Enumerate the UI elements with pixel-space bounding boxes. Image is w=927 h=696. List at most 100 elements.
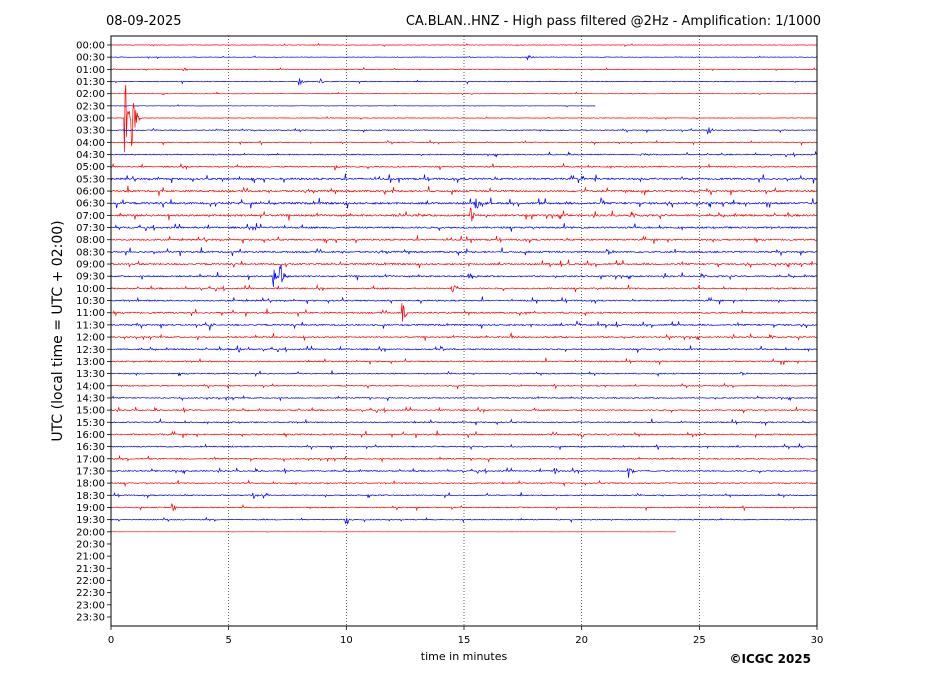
trace-0830 — [110, 247, 818, 257]
y-tick-label: 02:30 — [76, 101, 105, 112]
y-tick-label: 10:30 — [76, 296, 105, 307]
y-tick-label: 15:00 — [76, 406, 105, 417]
trace-1900 — [110, 503, 818, 512]
y-tick-label: 23:30 — [76, 612, 105, 623]
y-tick-label: 05:00 — [76, 162, 105, 173]
trace-0900 — [110, 259, 818, 269]
y-tick-label: 07:00 — [76, 211, 105, 222]
trace-1000 — [110, 284, 818, 293]
y-tick-label: 01:00 — [76, 65, 105, 76]
seismic-traces — [110, 42, 818, 533]
trace-0400 — [110, 139, 818, 146]
y-tick-label: 11:30 — [76, 320, 105, 331]
y-tick-label: 12:00 — [76, 333, 105, 344]
x-tick-label: 0 — [108, 635, 114, 646]
y-tick-label: 14:00 — [76, 381, 105, 392]
y-tick-label: 16:00 — [76, 430, 105, 441]
y-tick-label: 02:00 — [76, 89, 105, 100]
trace-0300 — [110, 84, 818, 153]
y-tick-label: 04:00 — [76, 138, 105, 149]
trace-1200 — [110, 332, 818, 341]
trace-1930 — [110, 516, 817, 525]
trace-0530 — [110, 173, 818, 184]
y-tick-label: 10:00 — [76, 284, 105, 295]
trace-1830 — [110, 492, 817, 499]
trace-0230 — [110, 104, 596, 108]
trace-0500 — [110, 162, 818, 171]
y-tick-label: 12:30 — [76, 345, 105, 356]
y-axis-label: UTC (local time = UTC + 02:00) — [50, 220, 66, 441]
trace-2000 — [111, 531, 676, 533]
trace-1530 — [110, 417, 818, 427]
plot-frame — [110, 35, 818, 627]
x-tick-label: 25 — [693, 635, 706, 646]
trace-1400 — [110, 382, 817, 390]
trace-1800 — [110, 479, 818, 488]
trace-1630 — [110, 442, 818, 451]
trace-0700 — [110, 206, 818, 222]
trace-0200 — [110, 91, 818, 96]
trace-1430 — [110, 394, 818, 402]
y-tick-label: 21:30 — [76, 564, 105, 575]
x-tick-label: 30 — [811, 635, 824, 646]
y-tick-label: 22:00 — [76, 576, 105, 587]
y-tick-label: 05:30 — [76, 174, 105, 185]
y-tick-label: 06:00 — [76, 187, 105, 198]
x-tick-label: 10 — [340, 635, 353, 646]
y-tick-label: 14:30 — [76, 393, 105, 404]
trace-1600 — [110, 430, 818, 439]
trace-1230 — [110, 345, 818, 353]
trace-0330 — [110, 127, 818, 135]
x-tick-label: 5 — [225, 635, 231, 646]
trace-0430 — [110, 150, 818, 158]
grid-lines — [228, 36, 700, 626]
trace-0130 — [110, 78, 818, 86]
trace-0600 — [110, 185, 818, 196]
y-tick-label: 15:30 — [76, 418, 105, 429]
y-tick-label: 07:30 — [76, 223, 105, 234]
y-tick-label: 21:00 — [76, 552, 105, 563]
x-axis-label: time in minutes — [421, 650, 508, 663]
y-tick-label: 03:30 — [76, 126, 105, 137]
y-tick-label: 13:30 — [76, 369, 105, 380]
y-tick-label: 11:00 — [76, 308, 105, 319]
y-tick-label: 06:30 — [76, 199, 105, 210]
y-tick-label: 09:30 — [76, 272, 105, 283]
y-tick-label: 17:00 — [76, 454, 105, 465]
y-tick-label: 18:00 — [76, 479, 105, 490]
trace-0100 — [110, 66, 817, 72]
y-tick-label: 19:00 — [76, 503, 105, 514]
y-tick-label: 09:00 — [76, 260, 105, 271]
y-tick-label: 16:30 — [76, 442, 105, 453]
trace-1500 — [110, 405, 818, 414]
trace-1730 — [110, 466, 818, 478]
trace-1130 — [110, 320, 818, 331]
trace-0730 — [110, 222, 818, 232]
y-tick-label: 13:00 — [76, 357, 105, 368]
y-tick-label: 22:30 — [76, 588, 105, 599]
date-label: 08-09-2025 — [106, 14, 182, 29]
trace-0030 — [111, 54, 818, 61]
y-tick-label: 04:30 — [76, 150, 105, 161]
y-tick-label: 20:00 — [76, 527, 105, 538]
y-tick-label: 01:30 — [76, 77, 105, 88]
trace-0930 — [110, 264, 818, 287]
trace-1700 — [110, 454, 818, 463]
copyright-label: ©ICGC 2025 — [729, 652, 811, 666]
trace-1100 — [110, 303, 818, 322]
trace-0630 — [110, 196, 818, 209]
y-tick-label: 18:30 — [76, 491, 105, 502]
y-tick-label: 08:00 — [76, 235, 105, 246]
y-tick-label: 20:30 — [76, 539, 105, 550]
trace-1300 — [110, 357, 818, 366]
y-tick-label: 00:00 — [76, 41, 105, 52]
chart-title: CA.BLAN..HNZ - High pass filtered @2Hz -… — [406, 14, 821, 29]
y-tick-label: 03:00 — [76, 114, 105, 125]
trace-1330 — [110, 370, 818, 378]
y-tick-label: 23:00 — [76, 600, 105, 611]
x-tick-label: 20 — [575, 635, 588, 646]
y-tick-label: 00:30 — [76, 53, 105, 64]
x-axis: 0 5 10 15 20 25 30 — [108, 626, 824, 646]
